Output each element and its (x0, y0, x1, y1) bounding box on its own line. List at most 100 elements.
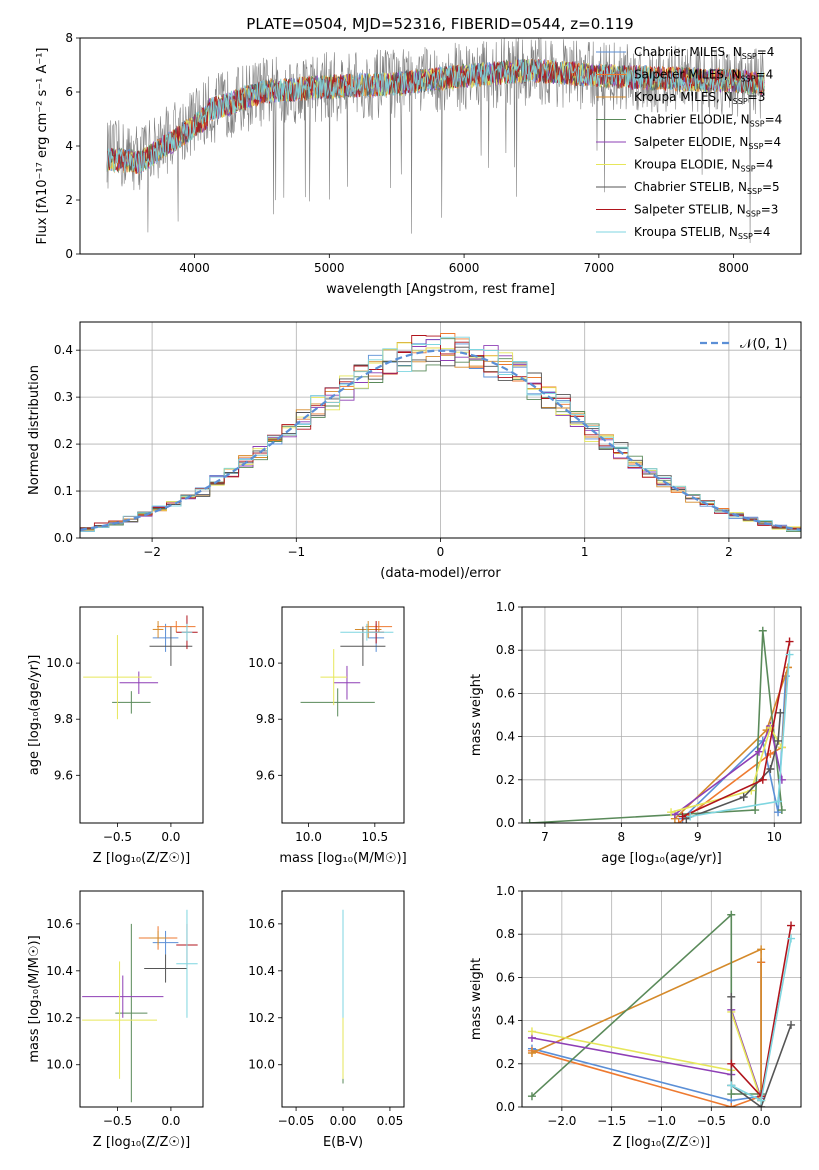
z-age-xlabel: Z [log₁₀(Z/Z☉)] (93, 851, 190, 866)
weight-point-marker (785, 637, 794, 646)
errorbar-point (83, 635, 152, 720)
legend-entry-tail: =5 (762, 180, 780, 194)
legend-entry: Salpeter STELIB, NSSP=3 (634, 203, 778, 219)
legend-entry-tail: =4 (765, 113, 783, 127)
age-weight-xtick-label: 7 (541, 830, 549, 844)
z-mass-xlabel: Z [log₁₀(Z/Z☉)] (93, 1135, 190, 1150)
weight-point-marker (674, 819, 683, 823)
z-age-ytick-label: 10.0 (46, 656, 73, 670)
weight-series-line (529, 630, 783, 823)
age-weight-panel: 7 8 9 10 0.0 0.2 0.4 0.6 0.8 1.0 age [log₁₀(age/yr… (469, 600, 802, 866)
z-weight-panel: −2.0 −1.5 −1.0 −0.5 0.0 0.0 0.2 0.4 0.6 0.8 1.0 Z [… (469, 884, 802, 1150)
spectrum-panel: 4000 5000 6000 7000 8000 0 2 4 6 8 wavelength [Ang… (35, 31, 802, 297)
weight-point-marker (754, 747, 763, 756)
z-age-ylabel: age [log₁₀(age/yr)] (27, 655, 42, 776)
legend-entry-label: Salpeter ELODIE, N (634, 135, 748, 149)
z-mass-panel: −0.5 0.0 10.0 10.2 10.4 10.6 Z [log₁₀(Z/Z☉)] ma… (27, 890, 204, 1150)
weight-point-marker (758, 775, 767, 784)
residuals-panel: −2 −1 0 1 2 0.0 0.1 0.2 0.3 0.4 (data-model)/error… (27, 321, 802, 581)
age-weight-xtick-label: 9 (694, 830, 702, 844)
z-age-xtick-label: 0.0 (161, 830, 180, 844)
weight-point-marker (727, 992, 736, 1001)
errorbar-point (176, 909, 198, 1018)
weight-point-marker (751, 806, 760, 815)
legend-entry-sub: SSP (733, 97, 748, 106)
z-weight-plot-area (527, 910, 796, 1107)
residuals-ytick-label: 0.3 (54, 390, 73, 404)
age-weight-plot-area (525, 626, 794, 823)
errorbar-point (115, 923, 148, 1103)
weight-point-marker (787, 1020, 796, 1029)
z-weight-xlabel: Z [log₁₀(Z/Z☉)] (613, 1135, 710, 1150)
spectrum-xtick-label: 7000 (584, 261, 615, 275)
weight-point-marker (727, 1103, 736, 1107)
weight-point-marker (739, 793, 748, 802)
z-mass-xtick-label: 0.0 (161, 1114, 180, 1128)
z-mass-ylabel: mass [log₁₀(M/M☉)] (27, 935, 42, 1062)
residuals-ytick-label: 0.2 (54, 437, 73, 451)
spectrum-xlabel: wavelength [Angstrom, rest frame] (326, 282, 555, 297)
z-age-panel: −0.5 0.0 9.6 9.8 10.0 Z [log₁₀(Z/Z☉)] age [log… (27, 606, 204, 866)
legend-entry-label: Chabrier STELIB, N (634, 180, 747, 194)
age-weight-xtick-label: 10 (767, 830, 782, 844)
mass-age-ytick-label: 9.8 (256, 712, 275, 726)
errorbar-point (152, 930, 179, 955)
legend-entry: Salpeter MILES, NSSP=4 (634, 68, 773, 84)
z-age-ytick-label: 9.8 (54, 712, 73, 726)
errorbar-point (152, 621, 164, 638)
weight-series-line (531, 1011, 762, 1101)
residuals-xtick-label: 1 (581, 545, 589, 559)
weight-point-marker (527, 1092, 536, 1101)
age-weight-xtick-label: 8 (618, 830, 626, 844)
spectrum-ytick-label: 8 (65, 31, 73, 45)
z-weight-xtick-label: 0.0 (752, 1114, 771, 1128)
legend-entry-tail: =4 (753, 225, 771, 239)
spectrum-frame (79, 37, 802, 255)
residuals-ytick-label: 0.4 (54, 343, 73, 357)
legend-entry-label: Chabrier MILES, N (634, 45, 742, 59)
legend-entry-tail: =4 (756, 68, 774, 82)
gaussian-legend-label: 𝒩(0, 1) (740, 337, 787, 352)
residuals-frame (79, 321, 802, 539)
mass-age-frame (281, 606, 405, 824)
legend-entry-label: Salpeter MILES, N (634, 68, 741, 82)
z-age-plot-area (83, 615, 198, 720)
legend-entry: Kroupa MILES, NSSP=3 (634, 90, 765, 106)
legend-entry-tail: =4 (756, 158, 774, 172)
residuals-xtick-label: 2 (725, 545, 733, 559)
weight-point-marker (757, 945, 766, 954)
residuals-plot-area (80, 333, 801, 533)
z-mass-ytick-label: 10.2 (46, 1011, 73, 1025)
residuals-xtick-label: −2 (143, 545, 161, 559)
legend-entry-sub: SSP (741, 165, 756, 174)
residuals-ylabel: Normed distribution (27, 365, 42, 495)
z-mass-ytick-label: 10.0 (46, 1058, 73, 1072)
legend-entry-tail: =4 (763, 135, 781, 149)
errorbar-point (112, 691, 151, 714)
mass-age-xtick-label: 10.0 (295, 830, 322, 844)
legend-entry: Chabrier MILES, NSSP=4 (634, 45, 774, 61)
legend-entry-label: Kroupa STELIB, N (634, 225, 738, 239)
ebv-mass-xtick-label: 0.00 (330, 1114, 357, 1128)
weight-series-line (531, 962, 762, 1107)
legend-entry-sub: SSP (738, 232, 753, 241)
legend-entry: Kroupa STELIB, NSSP=4 (634, 225, 771, 241)
z-weight-grid (522, 890, 801, 1108)
age-weight-ytick-label: 0.4 (496, 730, 515, 744)
z-weight-ytick-label: 1.0 (496, 884, 515, 898)
weight-point-marker (678, 812, 687, 821)
spectrum-xtick-label: 5000 (314, 261, 345, 275)
ebv-mass-ytick-label: 10.6 (248, 917, 275, 931)
age-weight-ytick-label: 1.0 (496, 600, 515, 614)
spectrum-xtick-label: 4000 (179, 261, 210, 275)
mass-age-panel: 10.0 10.5 9.6 9.8 10.0 mass [log₁₀(M/M☉)] (248, 606, 407, 866)
weight-point-marker (527, 1027, 536, 1036)
age-weight-ytick-label: 0.0 (496, 816, 515, 830)
spectrum-model-line (106, 59, 765, 175)
spectrum-ytick-label: 4 (65, 139, 73, 153)
weight-point-marker (787, 921, 796, 930)
spectrum-ylabel: Flux [fλ10⁻¹⁷ erg cm⁻² s⁻¹ A⁻¹] (35, 48, 50, 245)
legend-entry-sub: SSP (746, 210, 761, 219)
legend-entry-sub: SSP (748, 142, 763, 151)
